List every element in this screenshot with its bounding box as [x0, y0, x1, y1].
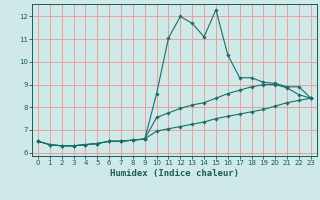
X-axis label: Humidex (Indice chaleur): Humidex (Indice chaleur): [110, 169, 239, 178]
